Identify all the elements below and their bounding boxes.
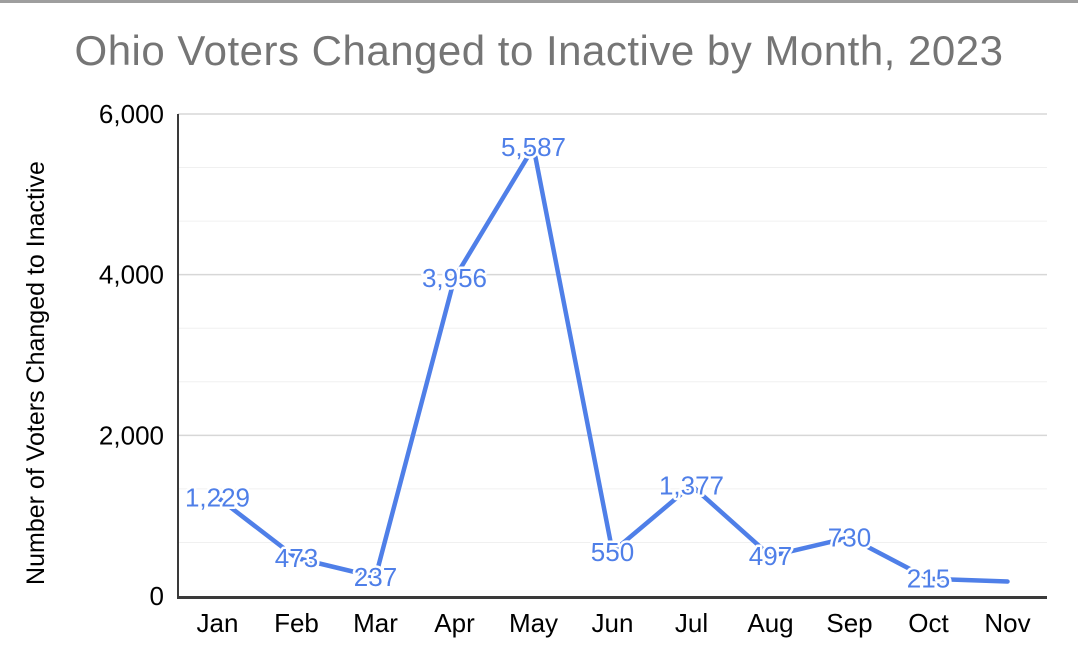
x-tick-label: Mar <box>353 608 398 638</box>
data-label: 5,587 <box>501 132 566 162</box>
data-label: 1,377 <box>659 470 724 500</box>
data-label: 215 <box>907 564 950 594</box>
x-tick-label: Nov <box>984 608 1030 638</box>
data-label: 1,229 <box>185 482 250 512</box>
data-label: 473 <box>275 543 318 573</box>
y-tick-label: 2,000 <box>99 420 164 450</box>
x-tick-label: Jan <box>197 608 239 638</box>
y-tick-label: 4,000 <box>99 260 164 290</box>
y-tick-label: 0 <box>150 581 164 611</box>
chart-title: Ohio Voters Changed to Inactive by Month… <box>74 27 1004 74</box>
data-label: 730 <box>828 522 871 552</box>
data-label: 550 <box>591 537 634 567</box>
x-tick-label: Feb <box>274 608 319 638</box>
x-tick-label: Apr <box>434 608 475 638</box>
data-label: 497 <box>749 541 792 571</box>
top-border <box>0 0 1078 3</box>
x-tick-label: May <box>509 608 558 638</box>
data-label: 237 <box>354 562 397 592</box>
x-tick-label: Aug <box>747 608 793 638</box>
data-label: 3,956 <box>422 263 487 293</box>
x-tick-label: Jul <box>675 608 708 638</box>
data-line <box>215 144 1010 584</box>
x-tick-label: Jun <box>592 608 634 638</box>
y-tick-label: 6,000 <box>99 99 164 129</box>
x-tick-label: Oct <box>908 608 949 638</box>
x-tick-label: Sep <box>826 608 872 638</box>
